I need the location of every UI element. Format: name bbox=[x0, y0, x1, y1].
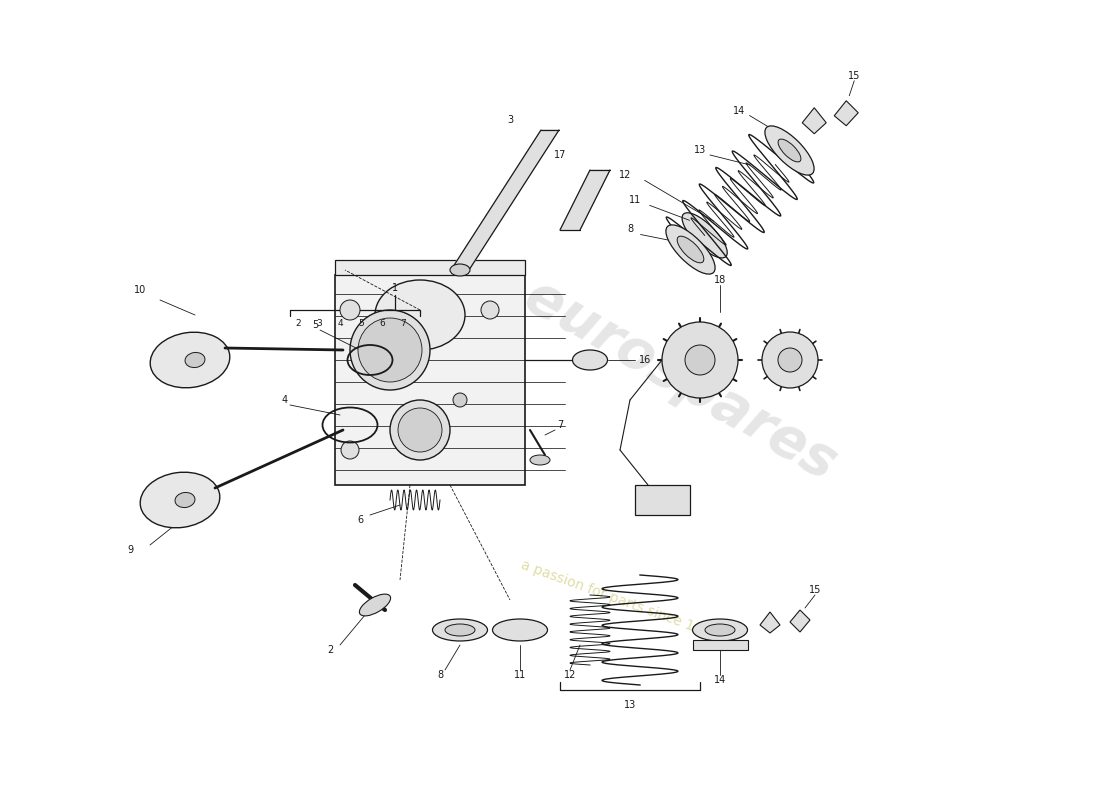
Text: 7: 7 bbox=[557, 420, 563, 430]
Text: 3: 3 bbox=[316, 318, 322, 327]
Ellipse shape bbox=[705, 624, 735, 636]
Text: 14: 14 bbox=[714, 675, 726, 685]
Ellipse shape bbox=[175, 493, 195, 507]
Ellipse shape bbox=[140, 472, 220, 528]
Text: 4: 4 bbox=[282, 395, 288, 405]
Text: 8: 8 bbox=[627, 225, 634, 234]
Ellipse shape bbox=[446, 624, 475, 636]
Text: 10: 10 bbox=[134, 285, 146, 295]
Text: 15: 15 bbox=[848, 70, 860, 81]
Text: 17: 17 bbox=[553, 150, 566, 160]
Text: 2: 2 bbox=[295, 318, 300, 327]
Ellipse shape bbox=[375, 280, 465, 350]
Text: 5: 5 bbox=[312, 320, 318, 330]
Ellipse shape bbox=[682, 213, 727, 258]
Text: 13: 13 bbox=[624, 700, 636, 710]
Ellipse shape bbox=[666, 225, 715, 274]
Text: a passion for parts since 1985: a passion for parts since 1985 bbox=[519, 558, 720, 642]
Circle shape bbox=[685, 345, 715, 375]
Text: 1: 1 bbox=[392, 283, 398, 293]
Bar bbox=[336, 260, 525, 275]
Circle shape bbox=[778, 348, 802, 372]
Ellipse shape bbox=[493, 619, 548, 641]
Ellipse shape bbox=[693, 619, 748, 641]
Text: 15: 15 bbox=[808, 585, 822, 595]
Text: 8: 8 bbox=[437, 670, 443, 680]
Polygon shape bbox=[760, 612, 780, 633]
Ellipse shape bbox=[360, 594, 390, 616]
Text: 12: 12 bbox=[618, 170, 630, 180]
Text: 13: 13 bbox=[694, 145, 706, 155]
Ellipse shape bbox=[764, 126, 814, 175]
Circle shape bbox=[358, 318, 422, 382]
Text: 12: 12 bbox=[564, 670, 576, 680]
Ellipse shape bbox=[572, 350, 607, 370]
Bar bbox=[336, 275, 525, 485]
Circle shape bbox=[481, 301, 499, 319]
Circle shape bbox=[662, 322, 738, 398]
Circle shape bbox=[341, 441, 359, 459]
Ellipse shape bbox=[530, 455, 550, 465]
Circle shape bbox=[340, 300, 360, 320]
Ellipse shape bbox=[151, 332, 230, 388]
Circle shape bbox=[453, 393, 468, 407]
Text: 2: 2 bbox=[327, 645, 333, 655]
Polygon shape bbox=[834, 101, 858, 126]
Text: 11: 11 bbox=[514, 670, 526, 680]
Polygon shape bbox=[560, 170, 610, 230]
Circle shape bbox=[350, 310, 430, 390]
Text: 4: 4 bbox=[338, 318, 343, 327]
Text: 5: 5 bbox=[359, 318, 364, 327]
Text: 14: 14 bbox=[734, 106, 746, 115]
Circle shape bbox=[398, 408, 442, 452]
Text: 6: 6 bbox=[379, 318, 385, 327]
Text: 16: 16 bbox=[639, 355, 651, 365]
Ellipse shape bbox=[678, 236, 704, 263]
Bar bbox=[635, 485, 690, 515]
Polygon shape bbox=[790, 610, 810, 632]
Polygon shape bbox=[451, 130, 559, 270]
Ellipse shape bbox=[185, 353, 205, 367]
Text: 9: 9 bbox=[126, 545, 133, 555]
Text: 7: 7 bbox=[400, 318, 406, 327]
Text: 11: 11 bbox=[628, 195, 641, 206]
Ellipse shape bbox=[450, 264, 470, 276]
Circle shape bbox=[390, 400, 450, 460]
Bar bbox=[693, 640, 748, 650]
Text: 3: 3 bbox=[507, 115, 513, 125]
Circle shape bbox=[762, 332, 818, 388]
Ellipse shape bbox=[778, 139, 801, 162]
Text: 6: 6 bbox=[356, 515, 363, 525]
Text: eurospares: eurospares bbox=[515, 269, 846, 491]
Ellipse shape bbox=[432, 619, 487, 641]
Polygon shape bbox=[802, 108, 826, 134]
Text: 18: 18 bbox=[714, 275, 726, 285]
